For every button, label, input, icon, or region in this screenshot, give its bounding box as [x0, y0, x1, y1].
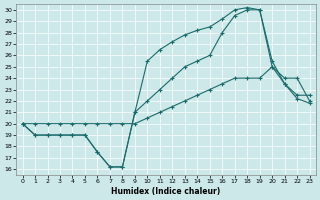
X-axis label: Humidex (Indice chaleur): Humidex (Indice chaleur) — [111, 187, 221, 196]
